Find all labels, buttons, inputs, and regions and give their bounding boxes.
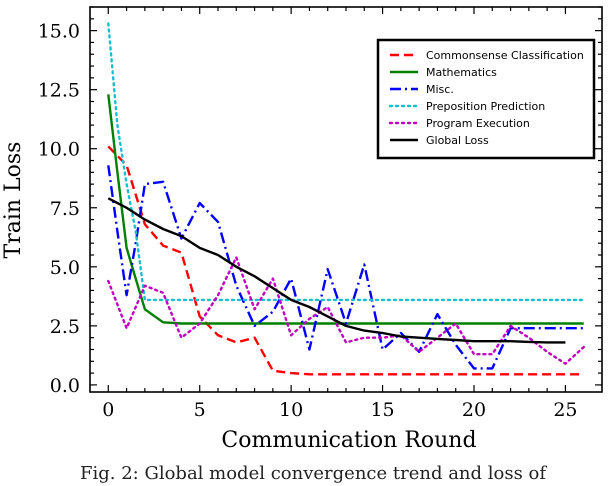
y-tick-label-0: 0.0 — [50, 375, 80, 397]
legend-label-2: Misc. — [426, 83, 454, 96]
y-tick-label-4: 10.0 — [38, 139, 80, 161]
y-axis-label: Train Loss — [1, 142, 26, 259]
legend-label-0: Commonsense Classification — [426, 49, 584, 62]
legend-label-3: Preposition Prediction — [426, 100, 545, 113]
legend: Commonsense Classification Mathematics Mis… — [376, 38, 596, 160]
x-tick-label-0: 0 — [102, 399, 114, 421]
legend-label-4: Program Execution — [426, 117, 530, 130]
figure-caption: Fig. 2: Global model convergence trend a… — [80, 463, 547, 484]
series-line-5 — [107, 197, 566, 344]
legend-box — [376, 38, 596, 160]
x-tick-label-4: 20 — [462, 399, 486, 421]
y-tick-label-3: 7.5 — [50, 198, 80, 220]
x-tick-label-1: 5 — [194, 399, 206, 421]
series-layer — [107, 22, 585, 376]
y-tick-label-5: 12.5 — [38, 80, 80, 102]
y-tick-label-1: 2.5 — [50, 316, 80, 338]
x-tick-label-5: 25 — [553, 399, 577, 421]
legend-label-1: Mathematics — [426, 66, 497, 79]
x-tick-label-3: 15 — [370, 399, 394, 421]
legend-label-5: Global Loss — [426, 134, 489, 147]
y-tick-label-6: 15.0 — [38, 21, 80, 43]
y-tick-label-2: 5.0 — [50, 257, 80, 279]
series-line-2 — [107, 165, 584, 370]
series-line-1 — [107, 94, 584, 325]
x-axis-label: Communication Round — [221, 428, 476, 453]
series-line-4 — [107, 256, 585, 365]
series-line-3 — [107, 22, 585, 302]
x-tick-label-2: 10 — [279, 399, 303, 421]
series-line-0 — [107, 145, 584, 376]
ticks-layer: 0 5 10 15 20 25 0.0 2.5 5.0 7.5 10.0 12.5 15.0 — [38, 6, 602, 421]
